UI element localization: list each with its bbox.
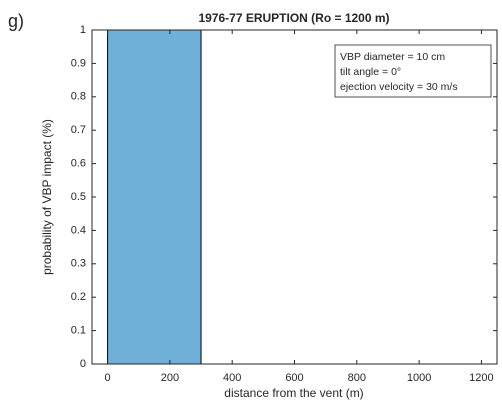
annotation: ejection velocity = 30 m/s <box>340 81 458 93</box>
x-tick-label: 400 <box>223 372 241 384</box>
y-tick-label: 0.9 <box>71 57 86 69</box>
x-tick-label: 800 <box>348 372 366 384</box>
panel-label: g) <box>8 11 24 31</box>
y-tick-label: 0.3 <box>71 258 86 270</box>
y-tick-label: 0.5 <box>71 191 86 203</box>
x-tick-label: 1200 <box>469 372 493 384</box>
y-tick-label: 0.8 <box>71 91 86 103</box>
x-tick-label: 600 <box>285 372 303 384</box>
y-tick-label: 1 <box>80 24 86 36</box>
bar <box>107 29 202 365</box>
y-tick-label: 0.6 <box>71 158 86 170</box>
annotation: VBP diameter = 10 cm <box>340 51 445 63</box>
annotation-box <box>334 44 492 98</box>
y-tick-label: 0.2 <box>71 291 86 303</box>
y-tick-label: 0 <box>80 358 86 370</box>
y-tick-label: 0.4 <box>71 224 86 236</box>
y-tick-label: 0.7 <box>71 124 86 136</box>
annotation: tilt angle = 0° <box>340 66 401 78</box>
x-tick-label: 1000 <box>407 372 431 384</box>
chart-title: 1976-77 ERUPTION (Ro = 1200 m) <box>198 11 389 25</box>
x-tick-label: 0 <box>105 372 111 384</box>
x-tick-label: 200 <box>161 372 179 384</box>
x-axis-label: distance from the vent (m) <box>224 386 363 400</box>
y-axis-label: probability of VBP impact (%) <box>40 119 54 275</box>
y-tick-label: 0.1 <box>71 325 86 337</box>
